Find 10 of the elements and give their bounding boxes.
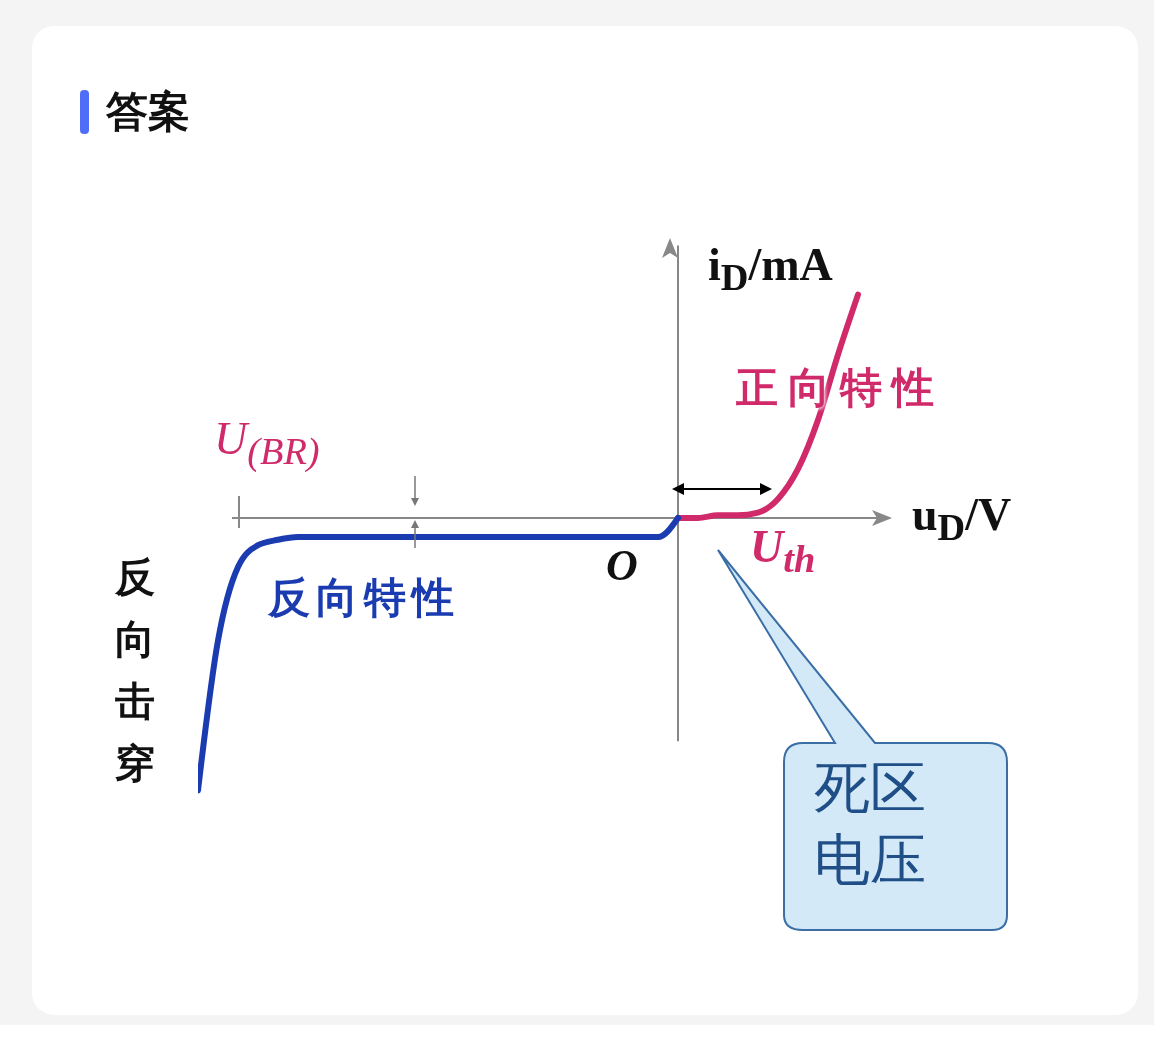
annotation: 死区电压 [813, 754, 927, 894]
series-label: 反向特性 [268, 572, 460, 624]
annotation: U$_{(BR)}$ [214, 412, 320, 474]
chart-title: 答案 [106, 86, 190, 138]
y-axis-title: i$_{D}$/mA [708, 238, 833, 300]
text: 反向击穿 [114, 553, 156, 788]
series-label: 正向特性 [736, 362, 944, 414]
annotation: O [606, 540, 638, 591]
x-axis-title: u$_{D}$/V [912, 488, 1012, 550]
annotation: U$_{th}$ [750, 520, 816, 582]
